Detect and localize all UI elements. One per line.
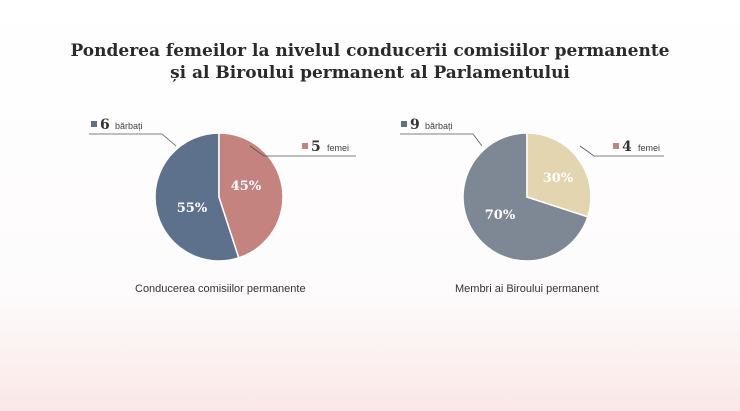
pie-1-percent-femei: 45% xyxy=(231,179,262,194)
pie-1-count-barbati: 6 xyxy=(100,117,110,133)
pie-2-count-femei: 4 xyxy=(622,139,632,155)
pie-1-count-femei: 5 xyxy=(311,139,321,155)
pie-1-leader-line-barbati xyxy=(89,133,177,147)
pie-1-leader-line-femei xyxy=(249,145,356,157)
pie-2-marker-femei xyxy=(613,143,619,149)
pie-2-slice-femei xyxy=(526,132,592,218)
pie-2-slice-barbati xyxy=(462,132,589,262)
pie-2-leader-line-femei xyxy=(579,145,664,157)
pie-1-slice-femei xyxy=(218,132,284,259)
chart-title-line-1: Ponderea femeilor la nivelul conducerii … xyxy=(70,41,670,61)
pie-1-caption: Conducerea comisiilor permanente xyxy=(135,283,306,295)
pie-1-marker-femei xyxy=(302,143,308,149)
pie-2-caption: Membri ai Biroului permanent xyxy=(455,283,599,295)
pie-2-leader-line-barbati xyxy=(400,133,483,147)
pie-2-percent-femei: 30% xyxy=(543,171,574,186)
chart-title-line-2: și al Biroului permanent al Parlamentulu… xyxy=(170,63,570,83)
pie-1-label-barbati: bărbați xyxy=(115,121,143,131)
pie-2-label-barbati: bărbați xyxy=(425,121,453,131)
pie-2-percent-barbati: 70% xyxy=(485,208,516,223)
pie-1-slice-barbati xyxy=(154,132,240,262)
pie-2-label-femei: femei xyxy=(638,143,660,153)
pie-2-count-barbati: 9 xyxy=(410,117,420,133)
pie-1-percent-barbati: 55% xyxy=(177,201,208,216)
pie-1-marker-barbati xyxy=(91,121,97,127)
pie-1-label-femei: femei xyxy=(327,143,349,153)
pie-2-marker-barbati xyxy=(401,121,407,127)
